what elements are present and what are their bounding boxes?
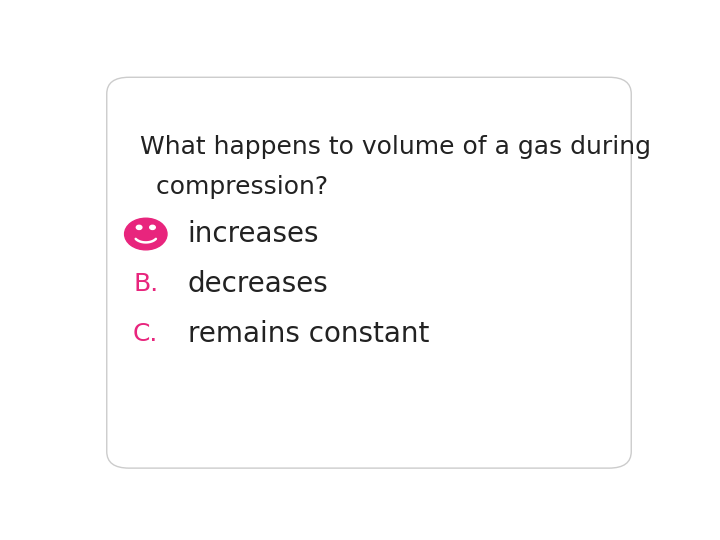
Circle shape (136, 225, 142, 229)
Text: decreases: decreases (188, 270, 328, 298)
Circle shape (125, 218, 167, 250)
Text: B.: B. (133, 272, 158, 296)
Text: What happens to volume of a gas during: What happens to volume of a gas during (140, 136, 651, 159)
Text: compression?: compression? (140, 175, 328, 199)
Text: remains constant: remains constant (188, 320, 429, 348)
Circle shape (150, 225, 156, 229)
Text: increases: increases (188, 220, 319, 248)
FancyBboxPatch shape (107, 77, 631, 468)
Text: C.: C. (133, 322, 158, 346)
